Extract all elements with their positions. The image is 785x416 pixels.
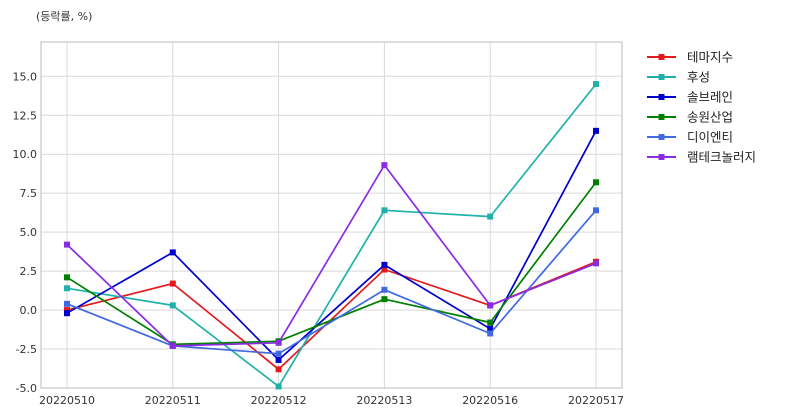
data-point	[593, 179, 599, 186]
legend-marker	[658, 74, 665, 80]
y-tick-label: -5.0	[16, 382, 37, 395]
data-point	[275, 356, 282, 363]
data-point	[593, 260, 599, 267]
data-point	[593, 127, 599, 134]
legend-item[interactable]: 후성	[647, 70, 710, 85]
legend-item[interactable]: 램테크놀러지	[647, 150, 756, 165]
legend-marker	[658, 134, 665, 140]
y-tick-label: 2.5	[20, 265, 38, 278]
legend-marker	[658, 114, 665, 120]
legend-label: 램테크놀러지	[687, 150, 756, 165]
x-axis: 20220510 20220511 20220512 20220513 20220516…	[39, 394, 624, 407]
data-point	[381, 296, 388, 303]
legend-item[interactable]: 송원산업	[647, 110, 733, 125]
legend-label: 송원산업	[687, 110, 733, 125]
y-unit-label: (등락률, %)	[36, 10, 92, 23]
data-point	[64, 285, 70, 292]
legend-label: 후성	[687, 70, 710, 85]
series-line	[66, 164, 597, 347]
legend-item[interactable]: 테마지수	[647, 50, 733, 65]
data-point	[275, 366, 282, 373]
data-point	[487, 319, 494, 326]
series-6	[64, 162, 599, 349]
data-point	[593, 81, 599, 88]
x-tick-label: 20220512	[251, 394, 307, 407]
series-3	[64, 127, 599, 363]
data-point	[64, 274, 70, 281]
y-tick-label: 7.5	[20, 187, 38, 200]
data-point	[381, 266, 388, 273]
series-2	[64, 81, 599, 390]
data-point	[169, 249, 176, 256]
legend-item[interactable]: 디이엔티	[647, 130, 733, 145]
legend-label: 테마지수	[687, 50, 733, 65]
data-point	[64, 310, 70, 317]
series-layer	[64, 81, 599, 390]
data-point	[593, 207, 599, 214]
legend-marker	[658, 94, 665, 100]
legend-marker	[658, 154, 665, 160]
x-tick-label: 20220510	[39, 394, 95, 407]
legend-label: 디이엔티	[687, 130, 733, 145]
data-point	[381, 261, 388, 268]
data-point	[275, 383, 282, 390]
data-point	[487, 330, 494, 337]
data-point	[64, 307, 70, 314]
series-5	[64, 207, 599, 357]
plot-area-border	[40, 41, 623, 389]
data-point	[169, 280, 176, 287]
data-point	[381, 207, 388, 214]
series-line	[66, 83, 597, 388]
data-point	[275, 339, 282, 346]
y-tick-label: 0.0	[20, 304, 38, 317]
x-tick-label: 20220513	[356, 394, 412, 407]
x-tick-label: 20220511	[145, 394, 201, 407]
data-point	[275, 350, 282, 357]
data-point	[64, 241, 70, 248]
legend-marker	[658, 54, 665, 60]
y-axis: -5.0 -2.5 0.0 2.5 5.0 7.5 10.0 12.5 15.0	[13, 70, 38, 395]
legend-item[interactable]: 솔브레인	[647, 90, 733, 105]
data-point	[169, 342, 176, 349]
legend-label: 솔브레인	[687, 90, 733, 105]
y-tick-label: 15.0	[13, 70, 38, 83]
data-point	[487, 325, 494, 332]
data-point	[381, 162, 388, 169]
x-tick-label: 20220517	[568, 394, 624, 407]
data-point	[487, 302, 494, 309]
series-line	[66, 130, 597, 361]
y-tick-label: 10.0	[13, 148, 38, 161]
data-point	[169, 302, 176, 309]
data-point	[381, 286, 388, 293]
y-tick-label: 5.0	[20, 226, 38, 239]
x-tick-label: 20220516	[462, 394, 518, 407]
y-tick-label: 12.5	[13, 109, 38, 122]
y-tick-label: -2.5	[16, 343, 37, 356]
data-point	[64, 300, 70, 307]
data-point	[487, 213, 494, 220]
grid	[41, 42, 622, 389]
series-line	[66, 209, 597, 355]
